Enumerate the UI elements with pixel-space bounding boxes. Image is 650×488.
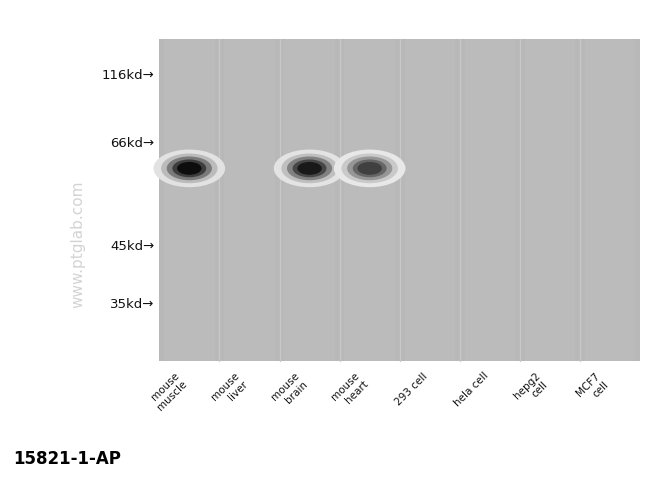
Ellipse shape bbox=[341, 154, 398, 183]
Text: 116kd→: 116kd→ bbox=[102, 69, 155, 82]
Text: 15821-1-AP: 15821-1-AP bbox=[13, 450, 121, 468]
Ellipse shape bbox=[287, 157, 332, 180]
Text: 45kd→: 45kd→ bbox=[111, 240, 155, 253]
Text: 293 cell: 293 cell bbox=[393, 371, 430, 407]
Ellipse shape bbox=[347, 157, 393, 180]
Text: mouse
heart: mouse heart bbox=[330, 371, 370, 411]
Ellipse shape bbox=[281, 154, 338, 183]
Bar bbox=[164, 39, 215, 361]
Text: MCF7
cell: MCF7 cell bbox=[575, 371, 610, 407]
Bar bbox=[465, 39, 515, 361]
Text: mouse
muscle: mouse muscle bbox=[148, 371, 189, 412]
Text: mouse
liver: mouse liver bbox=[209, 371, 250, 411]
Ellipse shape bbox=[166, 157, 212, 180]
Text: hela cell: hela cell bbox=[452, 371, 490, 409]
Text: hepg2
cell: hepg2 cell bbox=[512, 371, 550, 409]
Bar bbox=[224, 39, 275, 361]
Ellipse shape bbox=[334, 149, 406, 187]
Ellipse shape bbox=[297, 162, 322, 175]
Text: 35kd→: 35kd→ bbox=[111, 299, 155, 311]
Ellipse shape bbox=[353, 160, 387, 177]
Bar bbox=[585, 39, 636, 361]
Bar bbox=[159, 39, 640, 361]
Text: 66kd→: 66kd→ bbox=[111, 138, 155, 150]
Bar bbox=[404, 39, 455, 361]
Text: www.ptglab.com: www.ptglab.com bbox=[70, 180, 86, 308]
Ellipse shape bbox=[358, 162, 382, 175]
Ellipse shape bbox=[161, 154, 218, 183]
Ellipse shape bbox=[274, 149, 345, 187]
Bar bbox=[344, 39, 395, 361]
Bar bbox=[284, 39, 335, 361]
Ellipse shape bbox=[153, 149, 225, 187]
Ellipse shape bbox=[172, 160, 206, 177]
Ellipse shape bbox=[177, 162, 202, 175]
Ellipse shape bbox=[292, 160, 326, 177]
Bar bbox=[525, 39, 575, 361]
Text: mouse
brain: mouse brain bbox=[270, 371, 309, 411]
